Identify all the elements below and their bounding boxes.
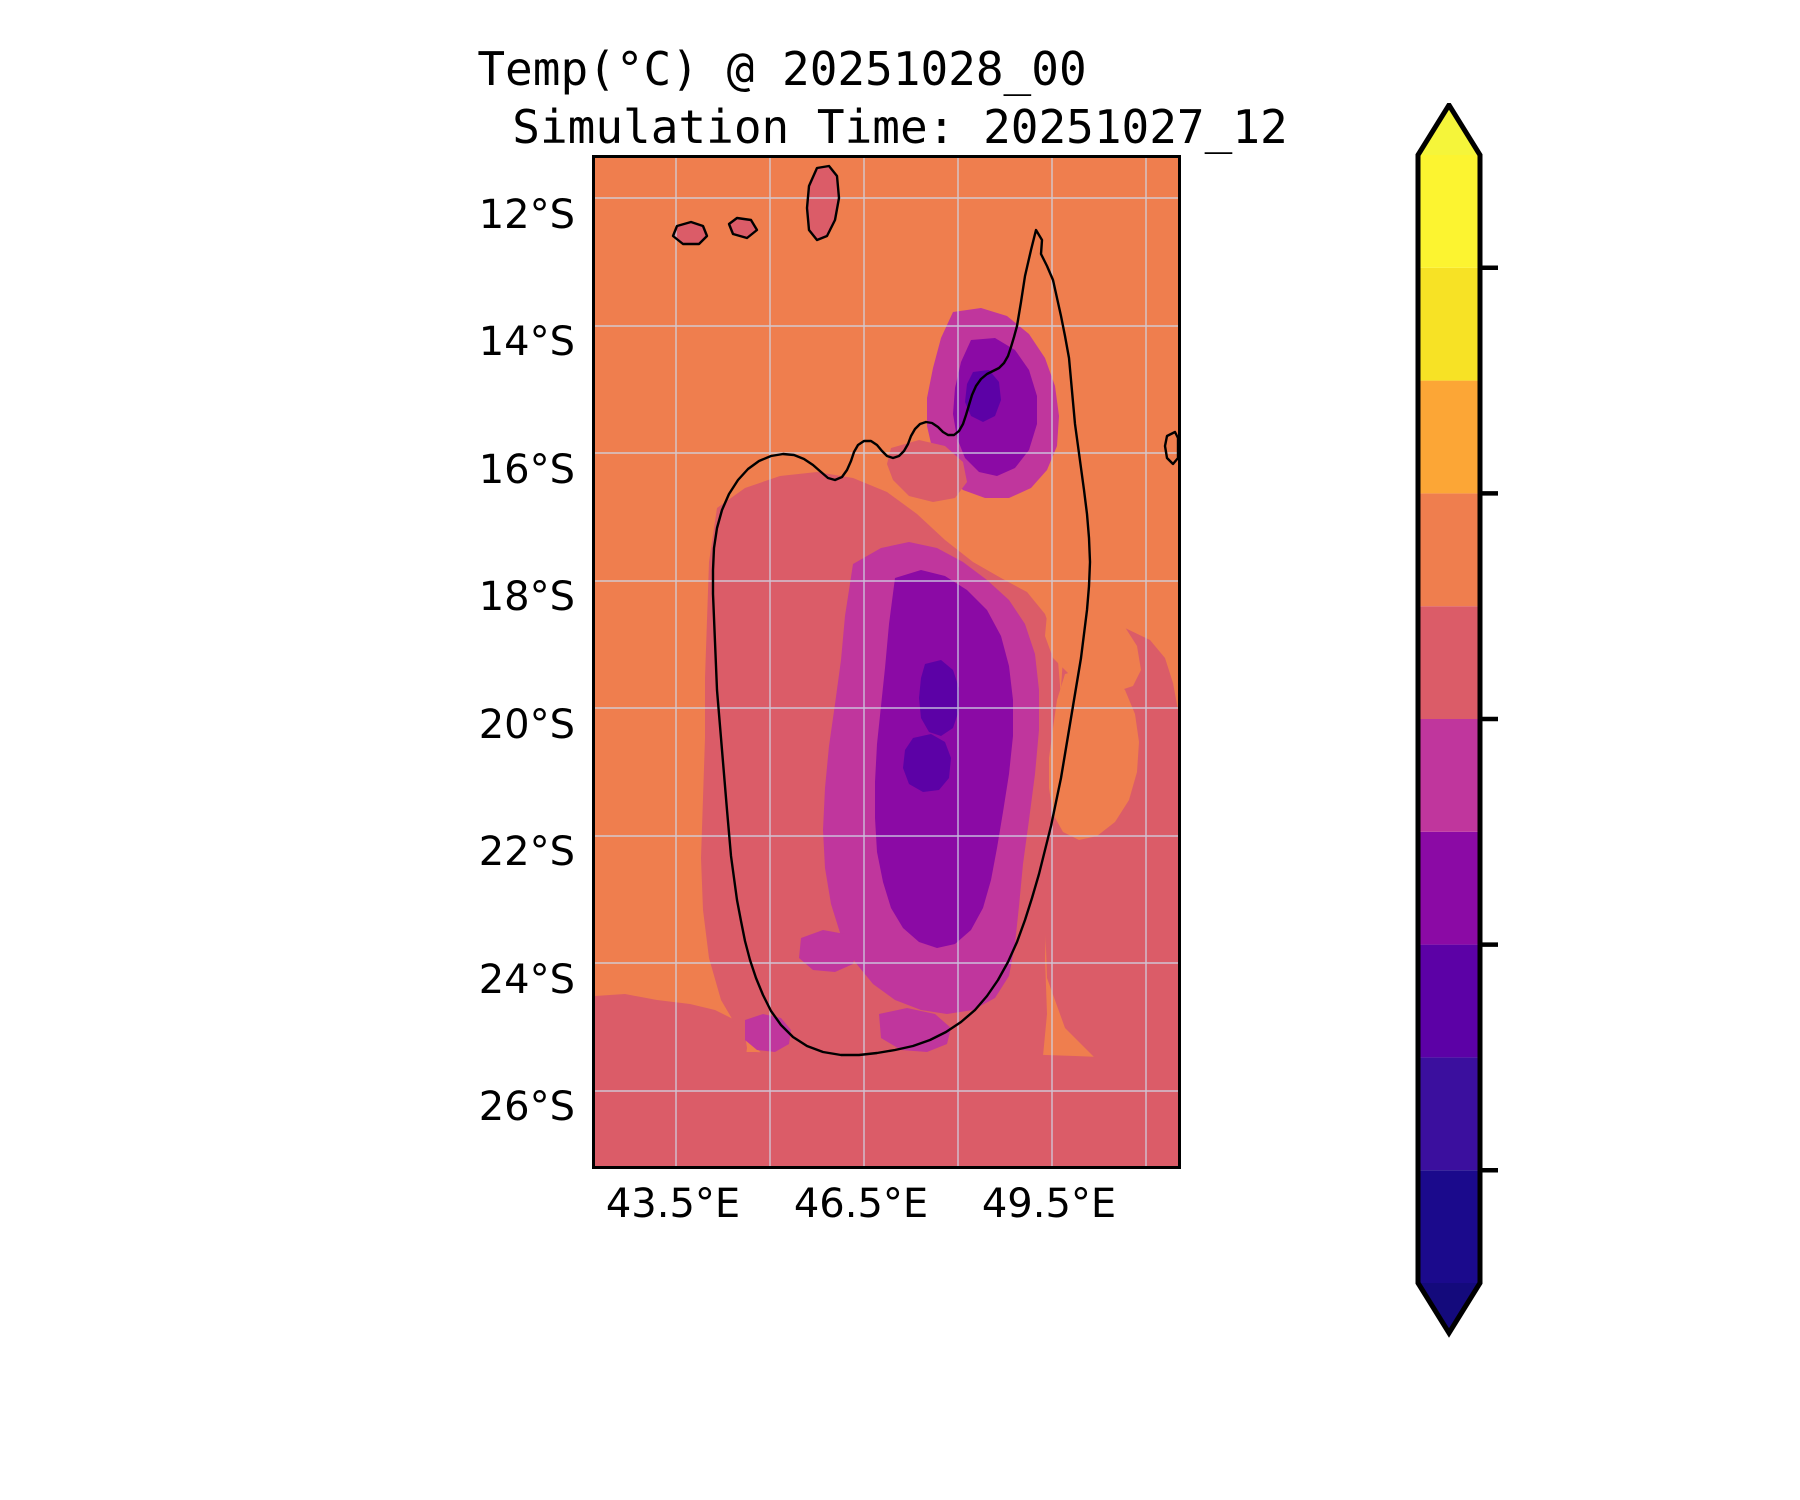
title-line-2: Simulation Time: 20251027_12 — [512, 100, 1288, 154]
island-nosy-be-outline — [805, 164, 841, 242]
cb-band-10-15 — [1418, 831, 1480, 945]
cb-extend-over-arrow — [1418, 105, 1480, 155]
cb-band-40-45 — [1418, 155, 1480, 268]
temperature-contour-map — [595, 158, 1178, 1166]
cb-band-5-10 — [1418, 944, 1480, 1058]
band-25-30-east-tongue-2 — [1045, 606, 1141, 692]
cb-band-0-5 — [1418, 1057, 1480, 1171]
island-comoros-fill — [729, 218, 757, 238]
xtick-label-46-5e: 46.5°E — [793, 1181, 929, 1227]
map-plot-area[interactable] — [592, 155, 1181, 1169]
band-5-10-core-b — [903, 734, 951, 792]
band-5-10-core-c — [965, 370, 1001, 422]
chart-title: Temp(°C) @ 20251028_00 Simulation Time: … — [0, 40, 1800, 156]
ytick-label-24s: 24°S — [478, 957, 575, 1003]
island-nosy-be-fill — [807, 166, 839, 240]
ytick-label-18s: 18°S — [478, 574, 575, 620]
title-line-1: Temp(°C) @ 20251028_00 — [477, 42, 1087, 96]
xtick-label-49-5e: 49.5°E — [981, 1181, 1117, 1227]
cb-band-35-40 — [1418, 267, 1480, 381]
ytick-label-14s: 14°S — [478, 319, 575, 365]
band-15-20-s-patch — [879, 1008, 951, 1052]
map-canvas — [595, 158, 1178, 1166]
cb-extend-under-arrow — [1418, 1283, 1480, 1333]
island-comoros-outline — [727, 216, 759, 240]
island-mohele-fill — [673, 222, 707, 244]
ytick-label-12s: 12°S — [478, 192, 575, 238]
cb-band--5-0 — [1418, 1170, 1480, 1283]
colorbar-svg — [1415, 103, 1498, 1338]
colorbar[interactable]: 40 30 20 10 0 — [1415, 103, 1498, 1338]
band-20-25-nw — [887, 440, 967, 502]
band-5-10-core-a — [919, 660, 959, 736]
map-gridlines — [595, 158, 1178, 1166]
island-mohele-outline — [671, 220, 709, 246]
ytick-label-20s: 20°S — [478, 702, 575, 748]
coastline-layer — [671, 164, 1178, 1057]
cb-outline — [1415, 103, 1483, 1338]
band-20-25-sw-patch-2 — [799, 930, 857, 972]
cb-band-15-20 — [1418, 719, 1480, 832]
cb-band-30-35 — [1418, 380, 1480, 494]
ytick-label-26s: 26°S — [478, 1084, 575, 1130]
island-mayotte-outline — [1163, 430, 1178, 466]
cb-tick-marks — [1480, 265, 1498, 1173]
cb-band-25-30 — [1418, 493, 1480, 607]
madagascar-coastline — [711, 228, 1092, 1057]
xtick-label-43-5e: 43.5°E — [605, 1181, 741, 1227]
colorbar-bands — [1418, 155, 1480, 1283]
ytick-label-22s: 22°S — [478, 829, 575, 875]
ytick-label-16s: 16°S — [478, 447, 575, 493]
cb-band-20-25 — [1418, 606, 1480, 719]
